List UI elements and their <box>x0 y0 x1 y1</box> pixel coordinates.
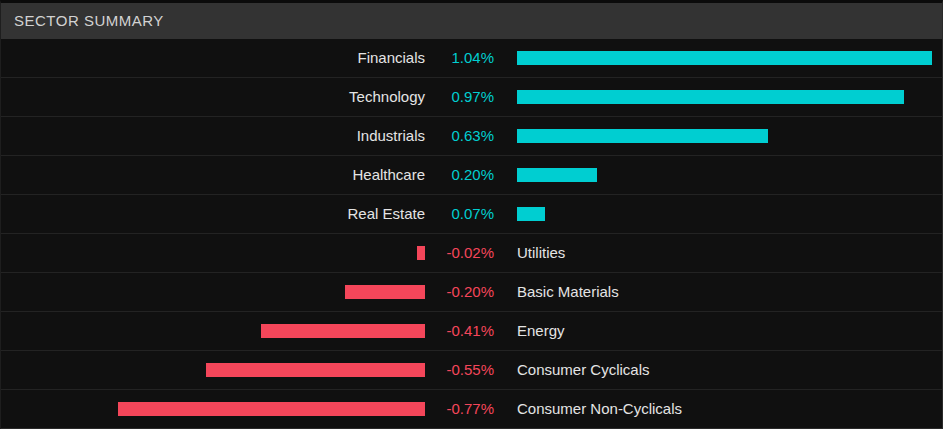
sector-change: -0.77% <box>425 390 494 428</box>
sector-row[interactable]: -0.41% Energy <box>1 312 942 351</box>
sector-label: Utilities <box>517 234 565 272</box>
sector-row[interactable]: Industrials 0.63% <box>1 117 942 156</box>
sector-summary-panel: SECTOR SUMMARY Financials 1.04% Technolo… <box>0 0 943 429</box>
sector-label: Basic Materials <box>517 273 619 311</box>
sector-row[interactable]: Financials 1.04% <box>1 39 942 78</box>
sector-bar <box>517 168 597 182</box>
sector-bar <box>417 246 425 260</box>
sector-change: -0.02% <box>425 234 494 272</box>
sector-change: 0.07% <box>425 195 494 233</box>
sector-change: 0.97% <box>425 78 494 116</box>
sector-bar <box>118 402 425 416</box>
sector-bar <box>517 207 545 221</box>
sector-label: Real Estate <box>1 195 425 233</box>
sector-change: -0.55% <box>425 351 494 389</box>
sector-bar <box>261 324 425 338</box>
sector-row[interactable]: Technology 0.97% <box>1 78 942 117</box>
sector-bar <box>345 285 425 299</box>
sector-label: Industrials <box>1 117 425 155</box>
sector-row[interactable]: Healthcare 0.20% <box>1 156 942 195</box>
sector-row[interactable]: -0.55% Consumer Cyclicals <box>1 351 942 390</box>
sector-label: Healthcare <box>1 156 425 194</box>
sector-label: Energy <box>517 312 565 350</box>
sector-change: 0.63% <box>425 117 494 155</box>
sector-change: 0.20% <box>425 156 494 194</box>
sector-change: -0.41% <box>425 312 494 350</box>
sector-row[interactable]: -0.02% Utilities <box>1 234 942 273</box>
panel-header: SECTOR SUMMARY <box>1 3 942 39</box>
sector-change: 1.04% <box>425 39 494 77</box>
sector-label: Financials <box>1 39 425 77</box>
sector-label: Technology <box>1 78 425 116</box>
sector-bar <box>517 129 768 143</box>
sector-list: Financials 1.04% Technology 0.97% Indust… <box>1 39 942 429</box>
sector-bar <box>517 90 904 104</box>
panel-title: SECTOR SUMMARY <box>14 12 164 29</box>
sector-row[interactable]: -0.77% Consumer Non-Cyclicals <box>1 390 942 429</box>
sector-bar <box>206 363 425 377</box>
sector-change: -0.20% <box>425 273 494 311</box>
sector-label: Consumer Cyclicals <box>517 351 650 389</box>
sector-bar <box>517 51 932 65</box>
sector-label: Consumer Non-Cyclicals <box>517 390 682 428</box>
sector-row[interactable]: Real Estate 0.07% <box>1 195 942 234</box>
sector-row[interactable]: -0.20% Basic Materials <box>1 273 942 312</box>
